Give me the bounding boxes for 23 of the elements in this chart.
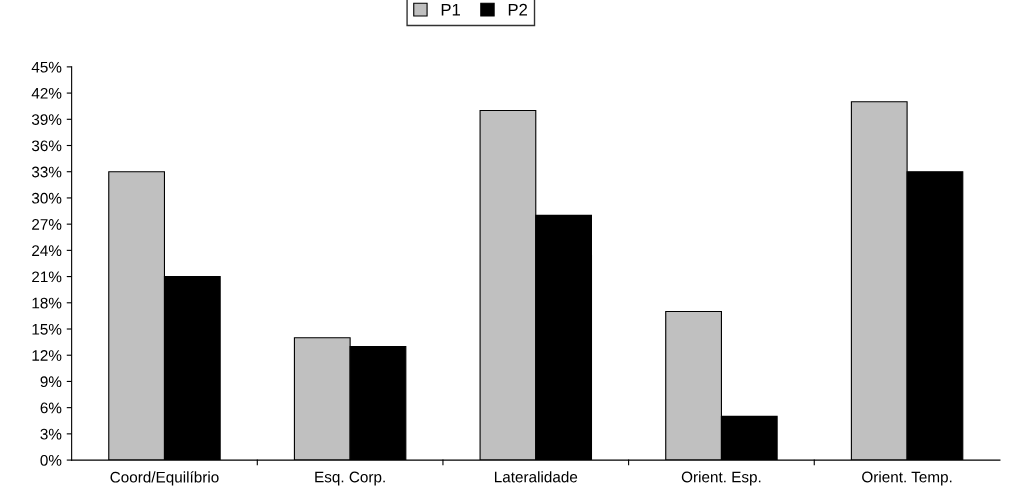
y-tick-label: 33%: [31, 166, 62, 178]
x-tick-label: Coord/Equilíbrio: [110, 471, 219, 486]
y-tick-label: 27%: [32, 219, 62, 230]
x-tick-label: Orient. Esp.: [681, 471, 761, 486]
y-tick-label: 15%: [32, 323, 62, 335]
y-tick-label: 24%: [32, 245, 62, 256]
y-tick-label: 9%: [40, 376, 62, 388]
y-tick-label: 18%: [32, 297, 62, 309]
y-tick-label: 3%: [40, 428, 62, 440]
y-tick-label: 30%: [31, 192, 62, 204]
y-tick-label: 12%: [32, 350, 62, 361]
x-tick-label: Esq. Corp.: [315, 471, 385, 486]
legend-label: P1: [441, 3, 460, 16]
y-tick-label: 6%: [40, 402, 62, 414]
legend-label: P2: [508, 3, 528, 16]
y-tick-label: 36%: [31, 140, 62, 152]
y-tick-label: 39%: [31, 114, 62, 125]
y-tick-label: 45%: [31, 61, 62, 73]
x-tick-label: Orient. Temp.: [862, 471, 952, 486]
y-tick-label: 0%: [40, 454, 62, 466]
x-tick-label: Lateralidade: [494, 471, 578, 483]
y-tick-label: 42%: [31, 87, 62, 99]
y-tick-label: 21%: [32, 271, 62, 283]
